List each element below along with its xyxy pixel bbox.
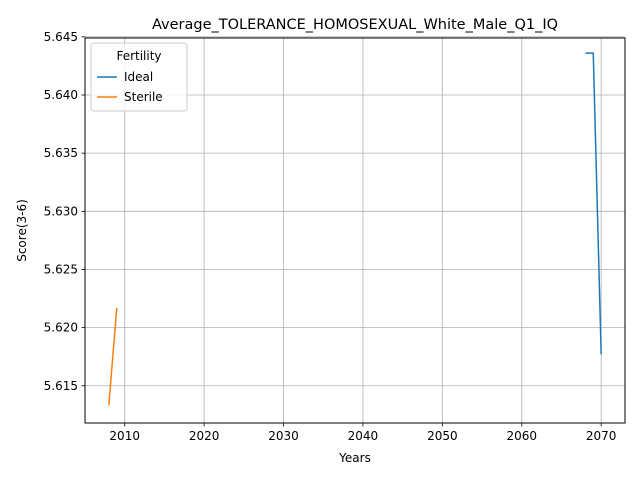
y-axis-label: Score(3-6)	[15, 199, 29, 262]
x-axis: 2010 2020 2030 2040 2050 2060 2070	[109, 423, 616, 443]
plot-frame	[84, 37, 626, 424]
y-tick-label: 5.615	[44, 379, 78, 393]
x-tick-label: 2070	[586, 429, 617, 443]
y-tick-label: 5.620	[44, 321, 78, 335]
legend-box	[90, 42, 188, 112]
x-tick-label: 2030	[268, 429, 299, 443]
y-tick-label: 5.635	[44, 146, 78, 160]
x-tick-label: 2050	[427, 429, 458, 443]
y-tick-label: 5.630	[44, 204, 78, 218]
legend: Fertility Ideal Sterile	[90, 42, 188, 112]
x-tick-label: 2040	[348, 429, 379, 443]
y-tick-label: 5.645	[44, 30, 78, 44]
x-tick-label: 2020	[189, 429, 220, 443]
legend-title: Fertility	[116, 49, 161, 63]
x-tick-label: 2060	[506, 429, 537, 443]
series-line-sterile	[108, 307, 118, 406]
chart-title: Average_TOLERANCE_HOMOSEXUAL_White_Male_…	[152, 17, 558, 33]
grid	[85, 36, 625, 423]
series-line-ideal	[585, 52, 602, 355]
legend-label-sterile: Sterile	[124, 90, 163, 104]
y-axis: 5.615 5.620 5.625 5.630 5.635 5.640 5.645	[44, 30, 85, 393]
y-tick-label: 5.640	[44, 88, 78, 102]
series-group	[108, 52, 602, 406]
y-tick-label: 5.625	[44, 262, 78, 276]
legend-label-ideal: Ideal	[124, 70, 153, 84]
x-axis-label: Years	[338, 451, 371, 465]
x-tick-label: 2010	[109, 429, 140, 443]
